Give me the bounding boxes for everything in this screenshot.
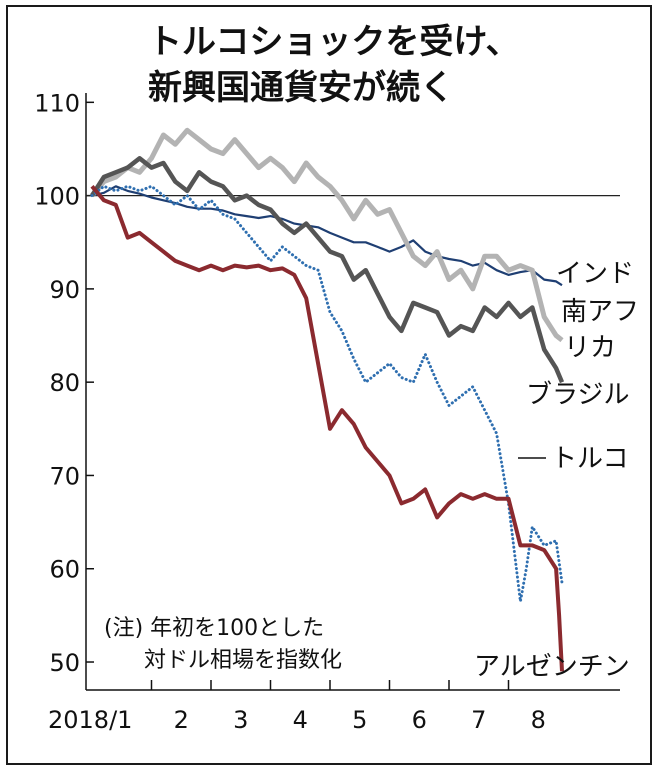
x-tick-label: 6 — [412, 706, 427, 734]
series-line-0 — [91, 185, 563, 287]
x-tick-label: 3 — [233, 706, 248, 734]
chart-note-line-2: 対ドル相場を指数化 — [144, 648, 342, 673]
y-tick-label: 70 — [49, 462, 80, 490]
series-line-3 — [90, 184, 564, 603]
y-tick-label: 110 — [34, 89, 80, 117]
y-tick-label: 60 — [49, 556, 80, 584]
series-line-4 — [90, 185, 564, 672]
chart-note: (注) 年初を100とした 対ドル相場を指数化 — [104, 616, 342, 673]
y-tick-label: 90 — [49, 276, 80, 304]
x-tick-label: 2018/1 — [48, 706, 132, 734]
series-label-1: 南アフ — [561, 297, 639, 327]
line-chart: トルコショックを受け、 新興国通貨安が続く 110 100 90 80 70 60 50 20… — [34, 22, 639, 734]
x-tick-label: 2 — [174, 706, 189, 734]
chart-frame: トルコショックを受け、 新興国通貨安が続く 110 100 90 80 70 60 50 20… — [6, 5, 652, 765]
series-line-2 — [90, 156, 565, 384]
series-label-0: インド — [556, 259, 634, 289]
x-tick-label: 5 — [352, 706, 367, 734]
y-tick-label: 80 — [49, 369, 80, 397]
series-label-2: ブラジル — [526, 380, 629, 410]
chart-title-line-2: 新興国通貨安が続く — [148, 68, 454, 108]
series-label-3: トルコ — [551, 444, 628, 474]
x-tick-label: 8 — [531, 706, 546, 734]
x-tick-label: 7 — [471, 706, 486, 734]
series-line-1 — [90, 127, 564, 343]
axes: 110 100 90 80 70 60 50 2018/1 2 3 4 5 6 7 8 — [34, 89, 620, 734]
y-tick-label: 50 — [49, 649, 80, 677]
x-tick-label: 4 — [293, 706, 308, 734]
chart-title: トルコショックを受け、 新興国通貨安が続く — [148, 22, 520, 108]
chart-title-line-1: トルコショックを受け、 — [148, 22, 520, 62]
series-group — [90, 127, 565, 672]
series-label-1: リカ — [564, 333, 616, 363]
y-tick-label: 100 — [34, 183, 80, 211]
series-label-4: アルゼンチン — [474, 652, 630, 682]
chart-note-line-1: (注) 年初を100とした — [104, 616, 324, 641]
